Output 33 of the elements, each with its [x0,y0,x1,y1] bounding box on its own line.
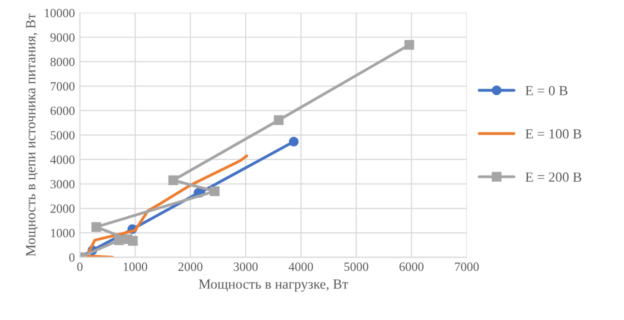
y-tick-label: 9000 [50,33,75,42]
y-tick-label: 5000 [50,131,75,140]
x-axis-title: Мощность в нагрузке, Вт [198,280,348,292]
legend-label: E = 0 В [525,86,568,96]
y-tick-label: 7000 [50,82,75,91]
x-tick-label: 2000 [178,262,202,271]
y-axis-title: Мощность в цепи источника питания, Вт [26,14,38,256]
point [288,136,299,146]
point [404,40,414,50]
legend-label: E = 200 В [525,172,582,182]
y-tick-label: 6000 [50,106,75,116]
y-tick-label: 1000 [51,228,75,238]
y-tick-label: 8000 [50,58,75,66]
point [210,186,220,196]
y-tick-label: 10000 [44,8,75,18]
y-tick-label: 3000 [50,180,75,188]
x-tick-label: 7000 [455,262,479,271]
x-tick-label: 3000 [234,262,258,271]
point [114,235,124,246]
point [122,234,133,244]
line-series [86,154,248,258]
x-tick-label: 0 [77,262,83,271]
y-tick-label: 0 [69,253,75,262]
point [91,222,102,232]
y-tick-label: 2000 [50,204,75,213]
x-tick-label: 6000 [400,262,424,271]
point [274,115,284,125]
x-tick-label: 5000 [344,262,368,271]
point [168,175,178,186]
x-tick-label: 4000 [288,262,313,271]
y-tick-label: 4000 [50,156,75,164]
x-tick-label: 1000 [124,262,148,271]
legend-label: E = 100 В [525,129,582,139]
